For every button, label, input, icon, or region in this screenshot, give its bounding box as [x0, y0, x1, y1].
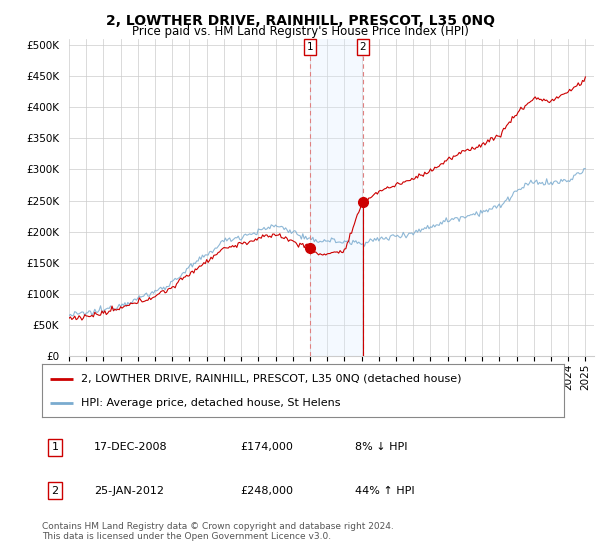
- Text: HPI: Average price, detached house, St Helens: HPI: Average price, detached house, St H…: [81, 398, 341, 408]
- Text: 25-JAN-2012: 25-JAN-2012: [94, 486, 164, 496]
- Text: 8% ↓ HPI: 8% ↓ HPI: [355, 442, 408, 452]
- Text: 2, LOWTHER DRIVE, RAINHILL, PRESCOT, L35 0NQ (detached house): 2, LOWTHER DRIVE, RAINHILL, PRESCOT, L35…: [81, 374, 461, 384]
- Bar: [310, 39, 363, 356]
- Text: Contains HM Land Registry data © Crown copyright and database right 2024.
This d: Contains HM Land Registry data © Crown c…: [42, 522, 394, 542]
- Text: 2: 2: [52, 486, 59, 496]
- Text: Price paid vs. HM Land Registry's House Price Index (HPI): Price paid vs. HM Land Registry's House …: [131, 25, 469, 38]
- Text: £248,000: £248,000: [241, 486, 293, 496]
- Text: 2: 2: [359, 42, 367, 52]
- Text: 1: 1: [52, 442, 59, 452]
- Text: 44% ↑ HPI: 44% ↑ HPI: [355, 486, 415, 496]
- Text: 1: 1: [307, 42, 313, 52]
- Text: £174,000: £174,000: [241, 442, 293, 452]
- Text: 17-DEC-2008: 17-DEC-2008: [94, 442, 168, 452]
- Text: 2, LOWTHER DRIVE, RAINHILL, PRESCOT, L35 0NQ: 2, LOWTHER DRIVE, RAINHILL, PRESCOT, L35…: [106, 14, 494, 28]
